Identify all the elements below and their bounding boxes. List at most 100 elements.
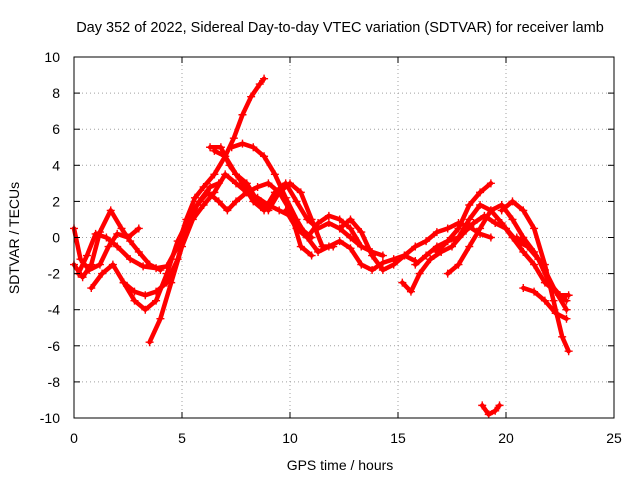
data-point-marker: [314, 247, 323, 256]
data-point-marker: [549, 296, 558, 305]
data-point-marker: [415, 269, 424, 278]
data-point-marker: [113, 242, 122, 251]
data-point-marker: [486, 206, 495, 215]
data-point-marker: [314, 219, 323, 228]
data-point-marker: [238, 139, 247, 148]
data-point-marker: [232, 170, 240, 179]
data-point-marker: [454, 233, 463, 242]
data-point-marker: [134, 247, 143, 256]
data-point-marker: [406, 287, 415, 296]
data-point-marker: [443, 269, 452, 278]
data-point-marker: [564, 347, 573, 356]
data-point-marker: [562, 296, 571, 305]
data-point-marker: [221, 170, 230, 179]
data-point-marker: [223, 206, 232, 215]
data-point-marker: [346, 244, 355, 253]
y-tick-label: -6: [48, 338, 61, 354]
data-point-marker: [476, 224, 485, 233]
data-point-marker: [523, 242, 532, 251]
data-point-marker: [156, 314, 165, 323]
y-tick-label: 10: [44, 49, 60, 65]
data-point-marker: [540, 296, 549, 305]
data-point-marker: [190, 193, 199, 202]
series-line: [434, 181, 494, 255]
data-point-marker: [199, 201, 208, 210]
data-point-marker: [562, 305, 571, 314]
series-track-19: [512, 233, 573, 300]
y-tick-label: -4: [48, 302, 61, 318]
data-point-marker: [530, 224, 539, 233]
series-track-10: [281, 206, 366, 251]
x-tick-label: 10: [282, 430, 298, 446]
data-point-marker: [558, 332, 567, 341]
data-point-marker: [119, 278, 128, 287]
series-line: [499, 199, 571, 354]
data-point-marker: [281, 206, 290, 215]
data-point-marker: [227, 143, 236, 152]
data-point-marker: [216, 143, 225, 152]
series-track-8: [210, 146, 338, 251]
data-point-marker: [465, 242, 474, 251]
data-point-marker: [335, 215, 344, 224]
series-line: [71, 208, 163, 280]
data-point-marker: [346, 224, 355, 233]
series-line: [283, 208, 364, 249]
data-point-marker: [398, 278, 407, 287]
y-axis-label: SDTVAR / TECUs: [6, 182, 22, 294]
data-point-marker: [292, 224, 301, 233]
x-tick-label: 5: [178, 430, 186, 446]
data-point-marker: [126, 237, 135, 246]
data-point-marker: [286, 179, 294, 188]
data-point-marker: [357, 260, 366, 269]
data-point-marker: [253, 182, 262, 191]
data-point-marker: [411, 260, 420, 269]
data-point-marker: [232, 197, 240, 206]
data-point-marker: [357, 228, 366, 237]
x-tick-label: 25: [606, 430, 622, 446]
data-point-marker: [113, 229, 122, 238]
data-point-marker: [229, 134, 238, 143]
series-track-2: [70, 206, 165, 282]
data-point-marker: [303, 233, 312, 242]
data-point-marker: [519, 247, 528, 256]
data-point-marker: [130, 296, 139, 305]
data-point-marker: [422, 237, 431, 246]
data-point-marker: [296, 242, 305, 251]
axis-ticks: 0 5 10 15 20 25 -10 -8 -6 -4 -2 0 2 4 6 8 10: [40, 49, 622, 446]
data-point-marker: [206, 143, 215, 152]
y-tick-label: 8: [52, 85, 60, 101]
data-point-marker: [368, 265, 377, 274]
data-point-marker: [253, 197, 262, 206]
data-point-marker: [556, 291, 564, 300]
data-point-marker: [307, 215, 316, 224]
data-point-marker: [346, 233, 355, 242]
data-point-marker: [530, 287, 539, 296]
data-point-marker: [296, 188, 305, 197]
data-point-marker: [324, 219, 333, 228]
data-point-marker: [106, 206, 115, 215]
data-point-marker: [152, 287, 161, 296]
data-point-marker: [134, 224, 143, 233]
series-line: [212, 148, 336, 249]
y-tick-label: 0: [52, 230, 60, 246]
data-point-marker: [173, 237, 182, 246]
data-point-marker: [476, 201, 485, 210]
data-point-marker: [469, 219, 478, 228]
data-series: [70, 74, 573, 419]
data-point-marker: [152, 264, 161, 273]
data-point-marker: [443, 237, 452, 246]
y-tick-label: -10: [40, 410, 60, 426]
data-point-marker: [426, 255, 435, 264]
data-point-marker: [508, 197, 517, 206]
data-point-marker: [378, 265, 387, 274]
series-track-14: [432, 179, 495, 256]
series-line: [479, 403, 502, 417]
data-point-marker: [389, 260, 398, 269]
data-point-marker: [465, 215, 474, 224]
data-point-marker: [564, 291, 573, 300]
data-point-marker: [102, 233, 111, 242]
data-point-marker: [495, 401, 504, 410]
y-tick-label: 2: [52, 193, 60, 209]
data-point-marker: [141, 305, 150, 314]
